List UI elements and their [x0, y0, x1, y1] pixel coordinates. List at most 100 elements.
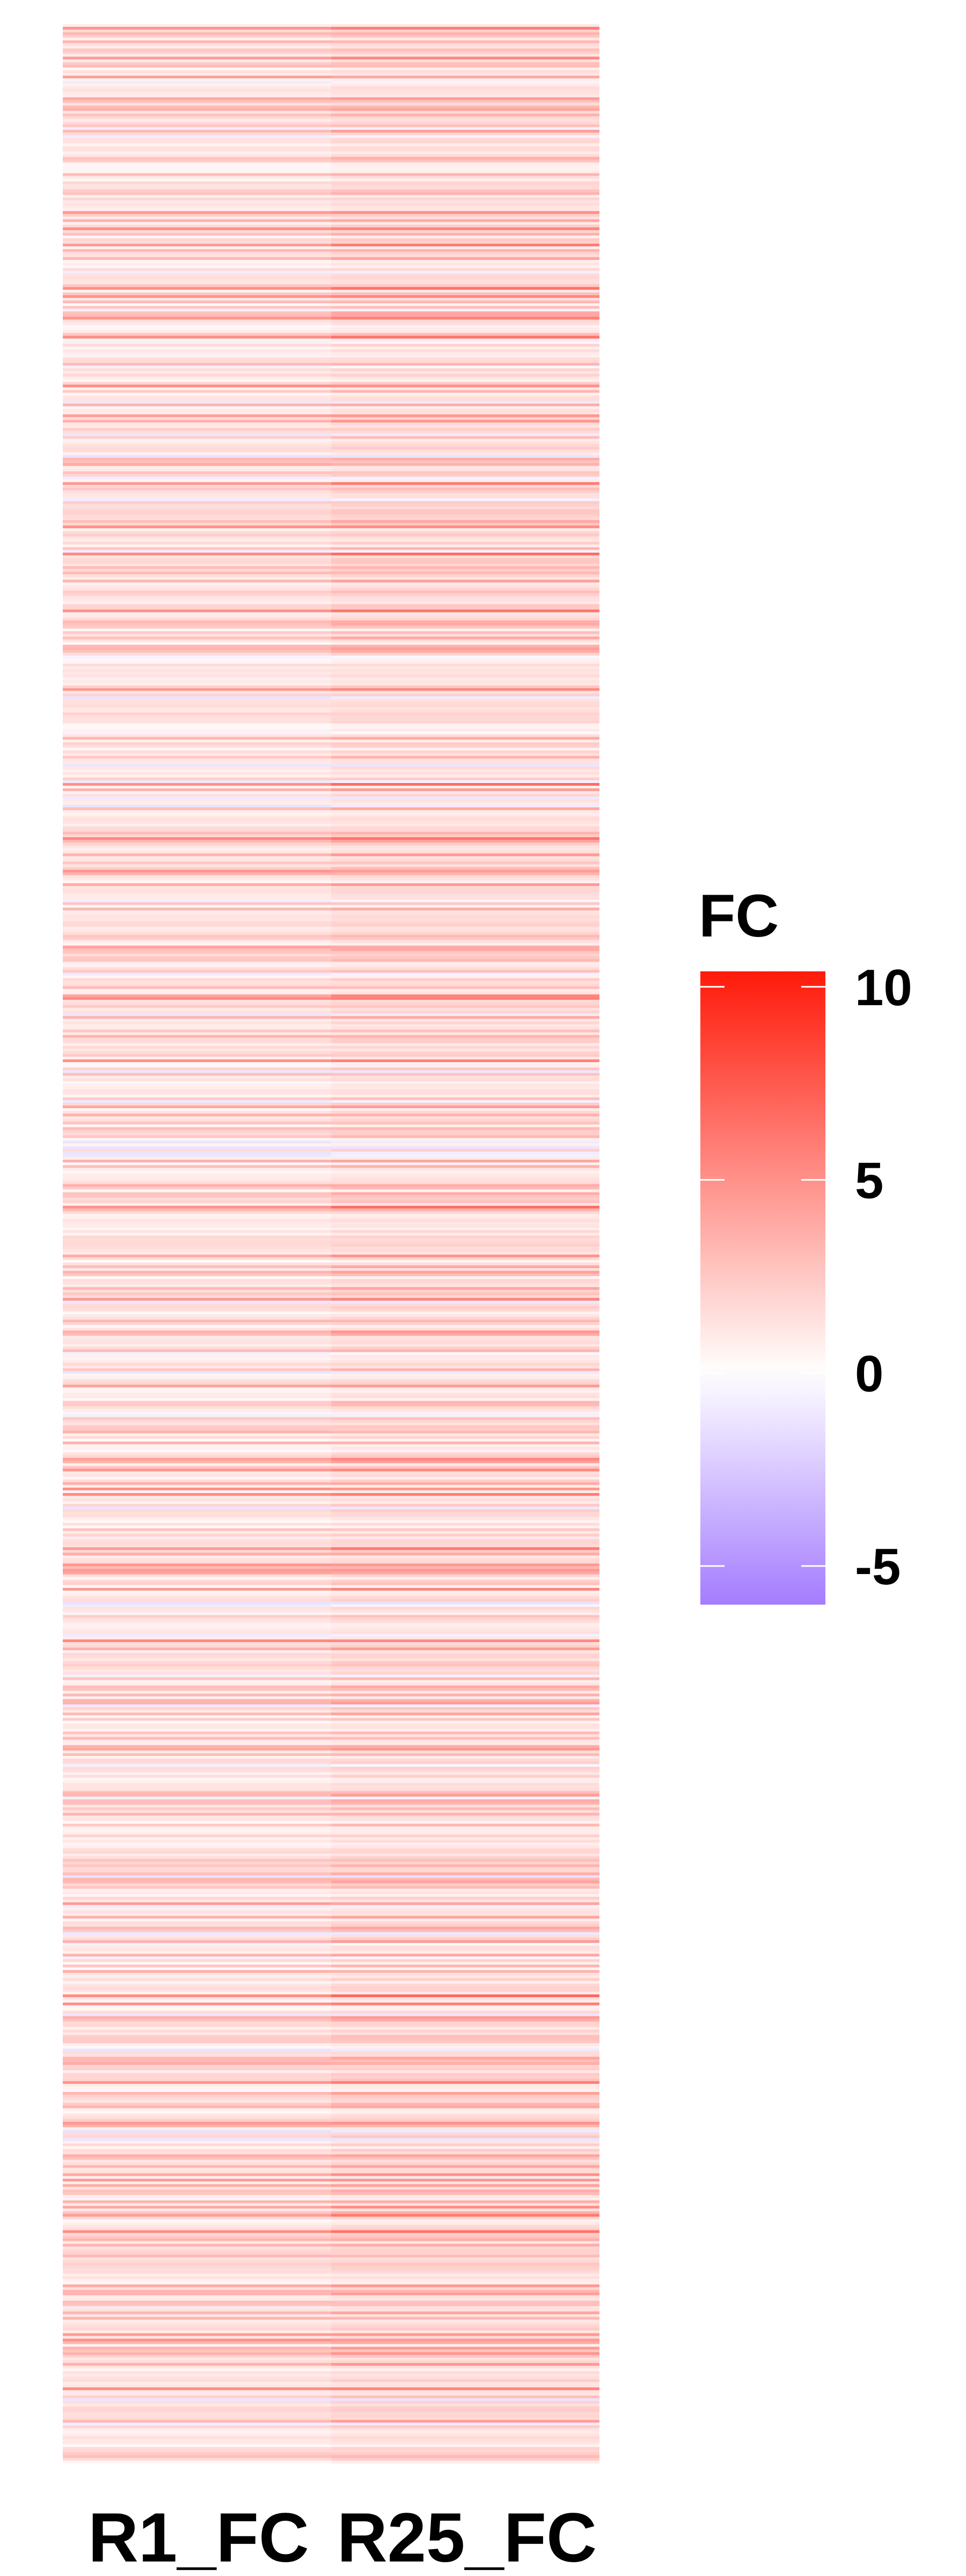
heatmap-cell — [331, 1262, 599, 1266]
heatmap-cell — [63, 173, 331, 177]
heatmap-cell — [63, 97, 331, 100]
heatmap-cell — [63, 1371, 331, 1374]
heatmap-cell — [331, 580, 599, 583]
heatmap-cell — [331, 677, 599, 680]
heatmap-cell — [63, 617, 331, 621]
heatmap-cell — [63, 517, 331, 521]
heatmap-cell — [63, 1303, 331, 1307]
heatmap-cell — [331, 2208, 599, 2212]
heatmap-cell — [63, 62, 331, 65]
heatmap-cell — [331, 1845, 599, 1849]
heatmap-cell — [63, 737, 331, 740]
heatmap-cell — [63, 298, 331, 301]
heatmap-cell — [331, 2406, 599, 2410]
heatmap-cell — [63, 2249, 331, 2252]
heatmap-cell — [331, 1319, 599, 1323]
heatmap-cell — [331, 151, 599, 155]
heatmap-cell — [63, 2146, 331, 2149]
heatmap-cell — [331, 1626, 599, 1629]
heatmap-cell — [331, 783, 599, 786]
heatmap-cell — [331, 116, 599, 120]
heatmap-cell — [331, 696, 599, 700]
heatmap-cell — [63, 810, 331, 814]
heatmap-cell — [331, 1650, 599, 1653]
heatmap-cell — [331, 2065, 599, 2068]
heatmap-cell — [63, 197, 331, 201]
heatmap-cell — [63, 2111, 331, 2114]
heatmap-cell — [63, 2138, 331, 2141]
heatmap-cell — [331, 167, 599, 171]
heatmap-cell — [63, 211, 331, 215]
heatmap-cell — [63, 392, 331, 396]
heatmap-cell — [63, 1037, 331, 1041]
heatmap-cell — [331, 1937, 599, 1941]
heatmap-cell — [63, 2257, 331, 2260]
heatmap-cell — [63, 1373, 331, 1377]
heatmap-cell — [63, 978, 331, 982]
heatmap-cell — [63, 2181, 331, 2185]
heatmap-cell — [331, 815, 599, 819]
heatmap-cell — [331, 1799, 599, 1803]
heatmap-cell — [331, 1217, 599, 1220]
heatmap-cell — [63, 1639, 331, 1643]
heatmap-cell — [331, 2409, 599, 2412]
heatmap-cell — [63, 2206, 331, 2209]
heatmap-cell — [331, 40, 599, 43]
heatmap-cell — [63, 2141, 331, 2144]
heatmap-cell — [63, 701, 331, 705]
heatmap-cell — [63, 2255, 331, 2258]
heatmap-cell — [331, 1978, 599, 1981]
heatmap-cell — [331, 560, 599, 564]
heatmap-cell — [331, 853, 599, 857]
heatmap-cell — [63, 1213, 331, 1217]
heatmap-cell — [63, 1385, 331, 1388]
heatmap-cell — [63, 309, 331, 312]
heatmap-cell — [331, 506, 599, 510]
heatmap-cell — [331, 1260, 599, 1263]
heatmap-cell — [331, 262, 599, 266]
heatmap-cell — [331, 184, 599, 187]
heatmap-cell — [63, 1658, 331, 1662]
heatmap-cell — [331, 162, 599, 166]
heatmap-cell — [331, 1726, 599, 1730]
heatmap-cell — [331, 851, 599, 854]
heatmap-cell — [331, 2116, 599, 2120]
heatmap-cell — [63, 1319, 331, 1323]
heatmap-cell — [331, 2143, 599, 2147]
heatmap-cell — [63, 2149, 331, 2152]
heatmap-cell — [331, 390, 599, 393]
heatmap-cell — [63, 1308, 331, 1312]
heatmap-cell — [331, 701, 599, 705]
heatmap-cell — [63, 520, 331, 523]
heatmap-cell — [63, 1918, 331, 1922]
heatmap-cell — [63, 1688, 331, 1692]
heatmap-cell — [63, 934, 331, 938]
heatmap-cell — [331, 2263, 599, 2266]
heatmap-cell — [63, 1520, 331, 1524]
heatmap-cell — [63, 2279, 331, 2282]
heatmap-cell — [331, 2243, 599, 2247]
heatmap-cell — [63, 2035, 331, 2038]
heatmap-cell — [63, 1755, 331, 1759]
heatmap-cell — [63, 1533, 331, 1537]
heatmap-cell — [331, 1680, 599, 1684]
heatmap-cell — [63, 2447, 331, 2450]
heatmap-cell — [331, 2431, 599, 2434]
heatmap-cell — [63, 1452, 331, 1455]
heatmap-cell — [331, 1488, 599, 1491]
heatmap-cell — [331, 2336, 599, 2339]
heatmap-cell — [331, 1322, 599, 1326]
heatmap-cell — [63, 1905, 331, 1908]
heatmap-cell — [331, 195, 599, 198]
heatmap-cell — [331, 84, 599, 87]
heatmap-cell — [63, 1045, 331, 1049]
heatmap-cell — [63, 230, 331, 233]
heatmap-cell — [63, 2097, 331, 2101]
heatmap-cell — [331, 1276, 599, 1279]
heatmap-cell — [63, 2319, 331, 2323]
heatmap-cell — [331, 477, 599, 480]
heatmap-cell — [63, 420, 331, 423]
heatmap-cell — [331, 1035, 599, 1038]
heatmap-cell — [63, 2452, 331, 2456]
heatmap-cell — [63, 840, 331, 843]
